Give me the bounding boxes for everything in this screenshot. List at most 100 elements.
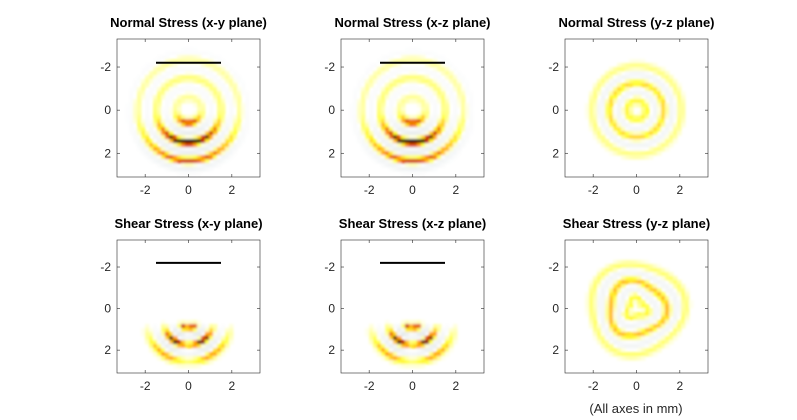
heatmap-cell [621, 63, 626, 68]
heatmap-cell [217, 155, 222, 160]
heatmap-cell [633, 115, 638, 120]
heatmap-cell [465, 111, 470, 116]
heatmap-cell [597, 328, 602, 333]
heatmap-cell [393, 147, 398, 152]
heatmap-cell [241, 123, 246, 128]
heatmap-cell [649, 135, 654, 140]
heatmap-cell [369, 147, 374, 152]
heatmap-cell [217, 67, 222, 72]
heatmap-cell [153, 324, 158, 329]
heatmap-cell [677, 83, 682, 88]
heatmap-cell [221, 99, 226, 104]
heatmap-cell [601, 143, 606, 148]
heatmap-cell [393, 352, 398, 357]
heatmap-cell [237, 79, 242, 84]
heatmap-cell [397, 107, 402, 112]
heatmap-cell [597, 288, 602, 293]
heatmap-cell [629, 344, 634, 349]
heatmap-cell [417, 115, 422, 120]
heatmap-cell [169, 143, 174, 148]
heatmap-cell [169, 159, 174, 164]
heatmap-cell [165, 336, 170, 341]
heatmap-cell [597, 111, 602, 116]
heatmap-cell [429, 155, 434, 160]
heatmap-cell [377, 332, 382, 337]
heatmap-cell [197, 147, 202, 152]
heatmap-cell [605, 320, 610, 325]
heatmap-cell [389, 348, 394, 353]
heatmap-cell [401, 115, 406, 120]
heatmap-cell [665, 332, 670, 337]
heatmap-cell [669, 332, 674, 337]
x-tick-label: 2 [452, 379, 459, 393]
heatmap-cell [157, 135, 162, 140]
heatmap-cell [609, 127, 614, 132]
heatmap-cell [421, 328, 426, 333]
heatmap-cell [373, 151, 378, 156]
heatmap-cell [597, 103, 602, 108]
heatmap-cell [657, 292, 662, 297]
heatmap-cell [149, 95, 154, 100]
heatmap-cell [637, 111, 642, 116]
heatmap-cell [213, 163, 218, 168]
heatmap-cell [369, 123, 374, 128]
heatmap-cell [437, 127, 442, 132]
heatmap-cell [221, 123, 226, 128]
heatmap-cell [437, 67, 442, 72]
heatmap-cell [441, 79, 446, 84]
heatmap-cell [137, 95, 142, 100]
heatmap-cell [421, 320, 426, 325]
heatmap-cell [601, 336, 606, 341]
heatmap-cell [185, 155, 190, 160]
heatmap-cell [633, 324, 638, 329]
heatmap-cell [389, 59, 394, 64]
heatmap-cell [381, 75, 386, 80]
heatmap-cell [409, 332, 414, 337]
heatmap-cell [377, 123, 382, 128]
heatmap-cell [637, 91, 642, 96]
heatmap-cell [585, 107, 590, 112]
heatmap-cell [421, 171, 426, 176]
heatmap-cell [665, 296, 670, 301]
heatmap-cell [629, 63, 634, 68]
heatmap-cell [589, 107, 594, 112]
heatmap-cell [665, 336, 670, 341]
heatmap-cell [469, 127, 474, 132]
heatmap-cell [165, 71, 170, 76]
heatmap-cell [213, 143, 218, 148]
heatmap-cell [641, 91, 646, 96]
heatmap-cell [217, 111, 222, 116]
heatmap-cell [437, 63, 442, 68]
heatmap-cell [629, 268, 634, 273]
heatmap-cell [669, 107, 674, 112]
heatmap-cell [221, 344, 226, 349]
heatmap-cell [661, 127, 666, 132]
heatmap-cell [469, 99, 474, 104]
heatmap-cell [225, 344, 230, 349]
heatmap-cell [621, 332, 626, 337]
heatmap-cell [181, 119, 186, 124]
heatmap-cell [593, 87, 598, 92]
heatmap-cell [389, 99, 394, 104]
heatmap-cell [193, 47, 198, 52]
heatmap-cell [189, 352, 194, 357]
heatmap-cell [657, 304, 662, 309]
heatmap-cell [401, 135, 406, 140]
heatmap-cell [633, 155, 638, 160]
heatmap-cell [441, 99, 446, 104]
heatmap-cell [665, 300, 670, 305]
heatmap-cell [401, 119, 406, 124]
heatmap-cell [197, 159, 202, 164]
heatmap-cell [645, 288, 650, 293]
heatmap-cell [425, 115, 430, 120]
heatmap-cell [185, 99, 190, 104]
heatmap-cell [433, 360, 438, 365]
heatmap-cell [397, 143, 402, 148]
heatmap-cell [193, 59, 198, 64]
heatmap-cell [185, 332, 190, 337]
heatmap-cell [669, 131, 674, 136]
heatmap-cell [625, 67, 630, 72]
heatmap-cell [605, 288, 610, 293]
heatmap-cell [629, 123, 634, 128]
heatmap-cell [397, 332, 402, 337]
